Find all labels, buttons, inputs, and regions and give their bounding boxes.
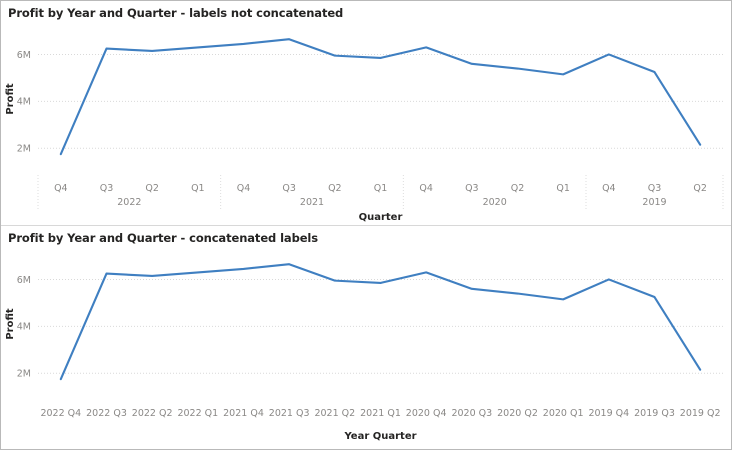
- x-axis-quarter-label: Q2: [511, 183, 525, 194]
- y-axis-tick-label: 6M: [17, 50, 31, 61]
- x-axis-quarter-label: Q2: [145, 183, 159, 194]
- x-axis-category-label: 2019 Q3: [634, 408, 675, 419]
- chart-panel-bottom: Profit by Year and Quarter - concatenate…: [1, 225, 731, 449]
- x-axis-quarter-label: Q4: [419, 183, 433, 194]
- x-axis-year-label: 2019: [642, 197, 666, 208]
- y-axis-title: Profit: [5, 308, 16, 340]
- x-axis-year-label: 2021: [300, 197, 324, 208]
- x-axis-quarter-label: Q1: [374, 183, 388, 194]
- x-axis-quarter-label: Q1: [191, 183, 205, 194]
- x-axis-category-label: 2020 Q2: [497, 408, 538, 419]
- x-axis-category-label: 2020 Q4: [406, 408, 447, 419]
- x-axis-quarter-label: Q2: [693, 183, 707, 194]
- x-axis-category-label: 2022 Q3: [86, 408, 127, 419]
- x-axis-category-label: 2022 Q4: [40, 408, 81, 419]
- x-axis-category-label: 2021 Q4: [223, 408, 264, 419]
- x-axis-category-label: 2020 Q3: [451, 408, 492, 419]
- x-axis-quarter-label: Q4: [237, 183, 251, 194]
- chart-title-bottom: Profit by Year and Quarter - concatenate…: [8, 231, 318, 245]
- x-axis-category-label: 2021 Q3: [269, 408, 310, 419]
- x-axis-year-label: 2022: [117, 197, 141, 208]
- x-axis-quarter-label: Q3: [282, 183, 296, 194]
- y-axis-tick-label: 4M: [17, 97, 31, 108]
- x-axis-quarter-label: Q3: [648, 183, 662, 194]
- chart-canvas-bottom: 2M 4M 6M Profit 2022 Q4 2022 Q3 2022 Q2 2022 Q1…: [5, 263, 723, 442]
- x-axis-title: Year Quarter: [343, 431, 416, 442]
- data-line-series: [59, 263, 702, 381]
- x-axis-category-label: 2022 Q2: [132, 408, 173, 419]
- chart-title-top: Profit by Year and Quarter - labels not …: [8, 6, 344, 20]
- y-axis-tick-label: 2M: [17, 369, 31, 380]
- x-axis-quarter-label: Q2: [328, 183, 342, 194]
- x-axis-quarter-label: Q4: [602, 183, 616, 194]
- x-axis-title: Quarter: [359, 212, 403, 223]
- y-axis-tick-label: 6M: [17, 275, 31, 286]
- x-axis-quarter-label: Q3: [100, 183, 114, 194]
- x-axis-category-label: 2022 Q1: [177, 408, 218, 419]
- y-axis-title: Profit: [5, 83, 16, 115]
- x-axis-quarter-label: Q1: [556, 183, 570, 194]
- x-axis-category-label: 2021 Q2: [314, 408, 355, 419]
- y-axis-tick-label: 4M: [17, 322, 31, 333]
- x-axis-quarter-label: Q3: [465, 183, 479, 194]
- x-axis-category-label: 2021 Q1: [360, 408, 401, 419]
- y-axis-tick-label: 2M: [17, 144, 31, 155]
- data-line-series: [59, 38, 702, 156]
- chart-canvas-top: 2M 4M 6M Profit Q4 Q3 Q2 Q1 Q4 Q3 Q2 Q1 Q4 Q3 Q2 Q1 Q4 Q3…: [5, 38, 724, 223]
- x-axis-category-label: 2019 Q2: [680, 408, 721, 419]
- x-axis-year-label: 2020: [483, 197, 507, 208]
- chart-panel-top: Profit by Year and Quarter - labels not …: [1, 1, 731, 225]
- x-axis-category-label: 2020 Q1: [543, 408, 584, 419]
- x-axis-quarter-label: Q4: [54, 183, 68, 194]
- x-axis-category-label: 2019 Q4: [588, 408, 629, 419]
